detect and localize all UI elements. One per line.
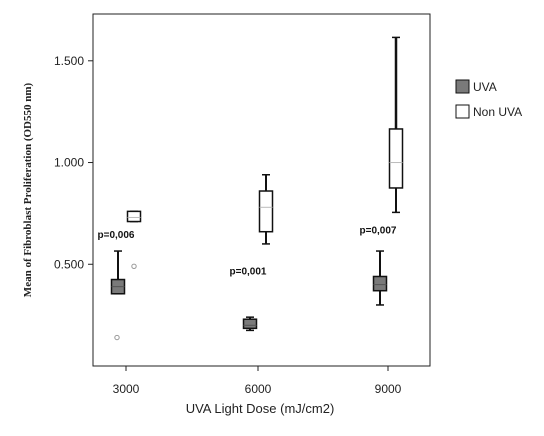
box-body-non-uva-6000 xyxy=(258,190,274,233)
legend-swatch-non-uva xyxy=(455,104,470,119)
legend: UVA Non UVA xyxy=(455,79,522,119)
y-tick-label-0: 0.500 xyxy=(54,257,84,271)
x-axis-title: UVA Light Dose (mJ/cm2) xyxy=(186,401,335,416)
box-non-uva-3000 xyxy=(126,210,142,223)
y-tick-label-2: 1.500 xyxy=(54,54,84,68)
y-tick-label-1: 1.000 xyxy=(54,156,84,170)
box-body-uva-6000 xyxy=(242,318,258,330)
p-value-annotation-6000: p=0,001 xyxy=(230,266,267,277)
y-axis-title: Mean of Fibroblast Proliferation (OD550 … xyxy=(22,82,34,297)
legend-swatch-uva xyxy=(455,79,470,94)
x-tick-label-2: 9000 xyxy=(375,382,402,396)
plot-frame xyxy=(92,13,431,367)
x-tick-label-0: 3000 xyxy=(113,382,140,396)
p-value-annotation-9000: p=0,007 xyxy=(360,226,397,237)
box-non-uva-9000 xyxy=(388,36,404,214)
box-uva-3000 xyxy=(110,250,126,295)
box-body-uva-9000 xyxy=(372,275,388,292)
outlier-non-uva-3000-0 xyxy=(131,263,137,270)
box-body-non-uva-3000 xyxy=(126,210,142,223)
box-uva-6000 xyxy=(242,316,258,332)
box-uva-9000 xyxy=(372,250,388,306)
p-value-annotation-3000: p=0,006 xyxy=(98,230,135,241)
legend-label-uva: UVA xyxy=(473,80,497,94)
x-tick-label-1: 6000 xyxy=(245,382,272,396)
outlier-uva-3000-0 xyxy=(114,334,120,341)
box-non-uva-6000 xyxy=(258,173,274,245)
box-body-non-uva-9000 xyxy=(388,128,404,189)
legend-label-non-uva: Non UVA xyxy=(473,105,522,119)
